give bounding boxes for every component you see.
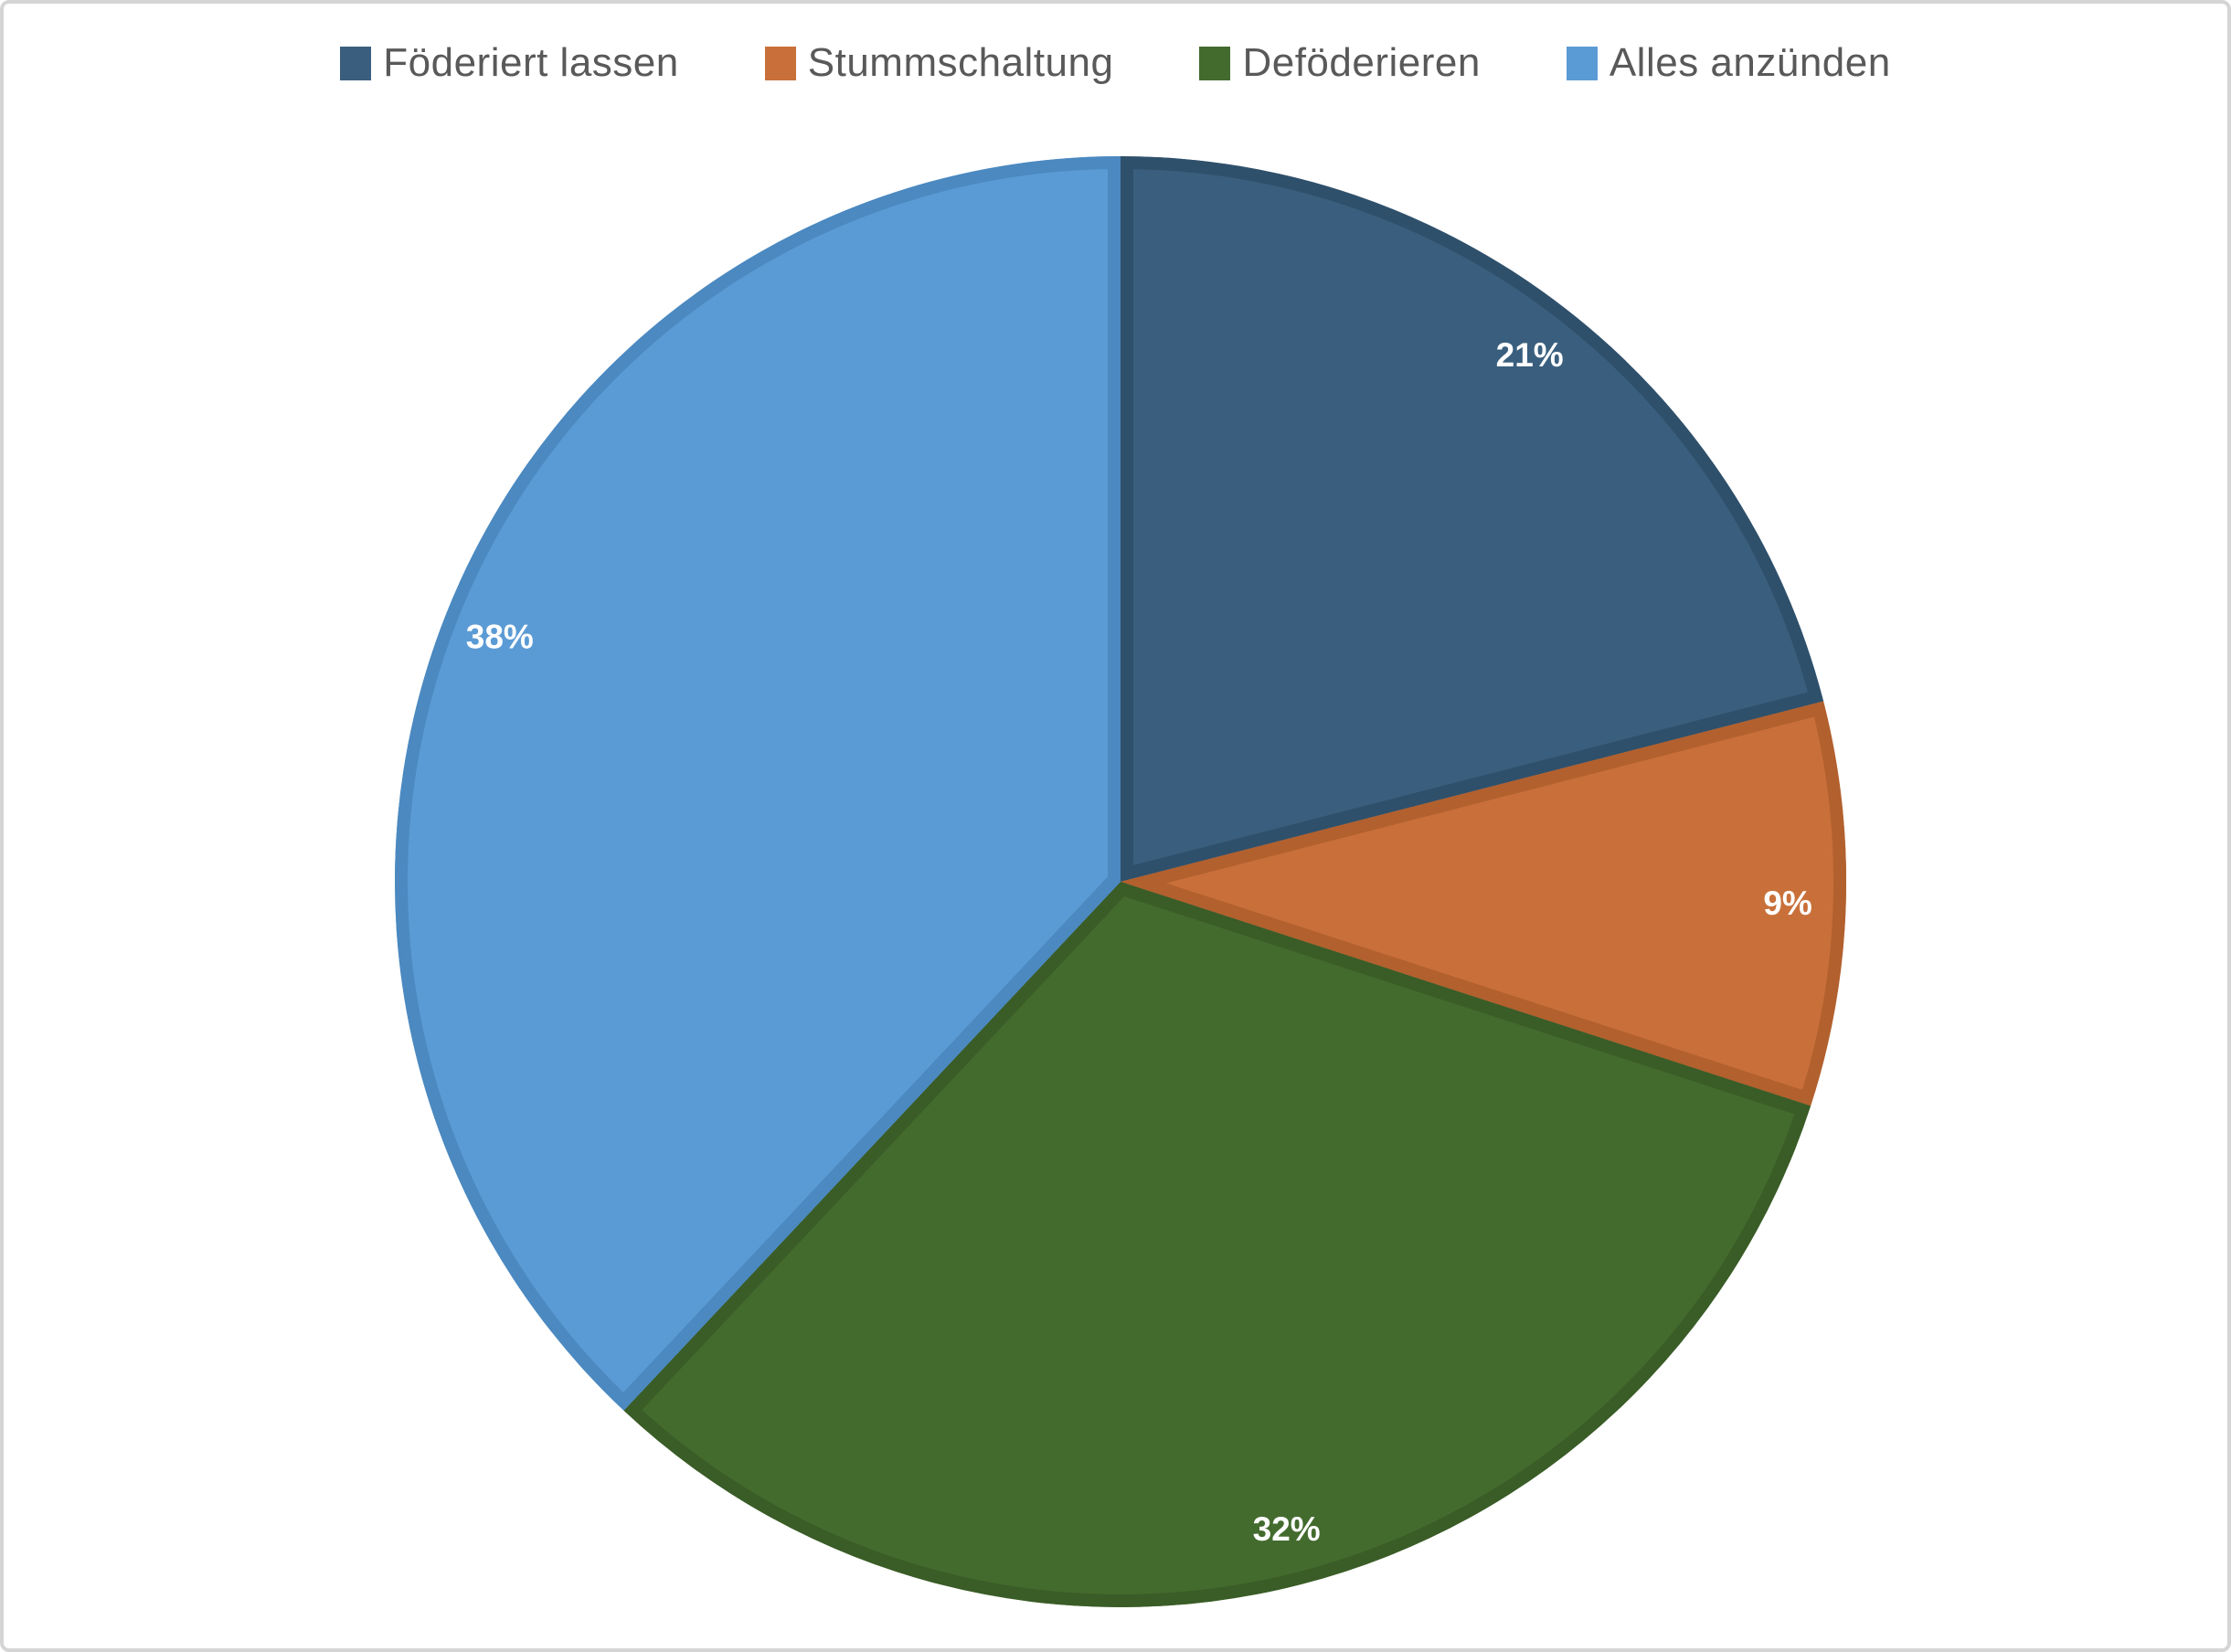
legend-label: Alles anzünden [1609,40,1891,85]
pie-slice-2 [1121,701,1847,1107]
legend-swatch-stummschaltung [764,46,796,80]
pie-slice-edge-4 [395,156,1121,1411]
data-label-2: 9% [1763,884,1811,922]
legend-item-alles-anzuenden: Alles anzünden [1566,40,1891,86]
data-label-1: 21% [1496,336,1564,374]
pie-slice-1 [1121,156,1824,882]
legend-item-foederiert-lassen: Föderiert lassen [340,40,678,86]
pie-slice-3 [623,882,1811,1607]
pie-slice-4 [395,156,1121,1411]
pie-slice-edge-1 [1121,156,1824,882]
legend-label: Stummschaltung [807,40,1114,85]
chart-legend: Föderiert lassen Stummschaltung Deföderi… [4,40,2227,86]
data-label-4: 38% [466,618,534,655]
pie-chart: 21% 9% 32% 38% [395,156,1847,1607]
data-label-3: 32% [1253,1510,1321,1548]
legend-item-stummschaltung: Stummschaltung [764,40,1114,86]
legend-swatch-foederiert-lassen [340,46,372,80]
pie-slice-edge-3 [623,882,1811,1607]
legend-swatch-alles-anzuenden [1566,46,1598,80]
legend-swatch-defoederieren [1199,46,1231,80]
legend-label: Föderiert lassen [383,40,679,85]
pie-slice-edge-2 [1121,701,1847,1107]
legend-label: Deföderieren [1242,40,1481,85]
legend-item-defoederieren: Deföderieren [1199,40,1480,86]
